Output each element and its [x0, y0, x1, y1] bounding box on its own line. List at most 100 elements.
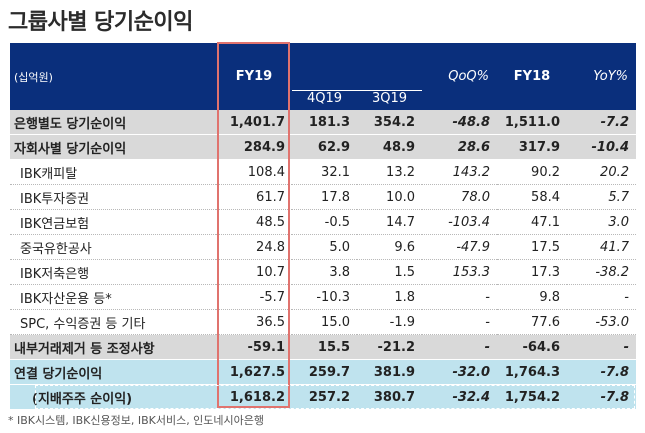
- cell-fy19: 1,627.5: [216, 359, 292, 385]
- cell-3q19: 9.6: [357, 234, 422, 260]
- cell-qoq: -: [422, 284, 497, 310]
- cell-fy19: 108.4: [216, 159, 292, 185]
- cell-4q19: 62.9: [292, 134, 357, 160]
- table-row: IBK연금보험 48.5 -0.5 14.7 -103.4 47.1 3.0: [10, 209, 636, 235]
- cell-fy19: -5.7: [216, 284, 292, 310]
- cell-fy18: 77.6: [497, 309, 567, 335]
- cell-fy18: 17.5: [497, 234, 567, 260]
- cell-yoy: 20.2: [567, 159, 636, 185]
- table-row: 중국유한공사 24.8 5.0 9.6 -47.9 17.5 41.7: [10, 234, 636, 260]
- cell-yoy: -: [567, 334, 636, 360]
- header-4q19: 4Q19: [292, 90, 357, 110]
- cell-yoy: -7.2: [567, 110, 636, 135]
- cell-3q19: 13.2: [357, 159, 422, 185]
- cell-4q19: 17.8: [292, 184, 357, 210]
- cell-fy18: 1,754.2: [497, 384, 567, 410]
- cell-fy19: 48.5: [216, 209, 292, 235]
- cell-4q19: 257.2: [292, 384, 357, 410]
- cell-fy19: -59.1: [216, 334, 292, 360]
- cell-4q19: 15.0: [292, 309, 357, 335]
- cell-qoq: 153.3: [422, 259, 497, 285]
- cell-3q19: 354.2: [357, 110, 422, 135]
- cell-yoy: 41.7: [567, 234, 636, 260]
- cell-fy18: -64.6: [497, 334, 567, 360]
- row-label: IBK자산운용 등*: [10, 284, 216, 310]
- table-row: SPC, 수익증권 등 기타 36.5 15.0 -1.9 - 77.6 -53…: [10, 309, 636, 335]
- header-yoy: YoY%: [567, 43, 636, 110]
- table-subheader-row: 4Q19 3Q19: [10, 90, 636, 110]
- cell-4q19: 259.7: [292, 359, 357, 385]
- cell-yoy: -: [567, 284, 636, 310]
- cell-fy19: 24.8: [216, 234, 292, 260]
- cell-qoq: -32.0: [422, 359, 497, 385]
- table-row: IBK저축은행 10.7 3.8 1.5 153.3 17.3 -38.2: [10, 259, 636, 285]
- table-row: 내부거래제거 등 조정사항 -59.1 15.5 -21.2 - -64.6 -: [10, 334, 636, 360]
- cell-fy18: 1,511.0: [497, 110, 567, 135]
- cell-yoy: -38.2: [567, 259, 636, 285]
- quarter-group-header: [292, 43, 422, 91]
- earnings-table: (십억원) FY19 QoQ% FY18 YoY% 4Q19 3Q19 은행별도…: [10, 43, 636, 410]
- table-row: IBK투자증권 61.7 17.8 10.0 78.0 58.4 5.7: [10, 184, 636, 210]
- cell-4q19: 15.5: [292, 334, 357, 360]
- cell-fy18: 17.3: [497, 259, 567, 285]
- cell-3q19: 48.9: [357, 134, 422, 160]
- cell-4q19: -10.3: [292, 284, 357, 310]
- cell-yoy: -7.8: [567, 384, 636, 410]
- cell-qoq: 78.0: [422, 184, 497, 210]
- cell-3q19: 1.8: [357, 284, 422, 310]
- cell-4q19: -0.5: [292, 209, 357, 235]
- cell-fy18: 47.1: [497, 209, 567, 235]
- cell-4q19: 32.1: [292, 159, 357, 185]
- header-fy18: FY18: [497, 43, 567, 110]
- cell-fy18: 90.2: [497, 159, 567, 185]
- cell-yoy: 5.7: [567, 184, 636, 210]
- footnote: * IBK시스템, IBK신용정보, IBK서비스, 인도네시아은행: [8, 414, 265, 427]
- cell-3q19: -21.2: [357, 334, 422, 360]
- cell-yoy: 3.0: [567, 209, 636, 235]
- table-row: 자회사별 당기순이익 284.9 62.9 48.9 28.6 317.9 -1…: [10, 134, 636, 160]
- row-label: IBK투자증권: [10, 184, 216, 210]
- table-row: IBK캐피탈 108.4 32.1 13.2 143.2 90.2 20.2: [10, 159, 636, 185]
- cell-fy19: 61.7: [216, 184, 292, 210]
- row-label: 내부거래제거 등 조정사항: [10, 334, 216, 360]
- header-3q19: 3Q19: [357, 90, 422, 110]
- cell-fy18: 9.8: [497, 284, 567, 310]
- row-label: IBK저축은행: [10, 259, 216, 285]
- cell-3q19: 380.7: [357, 384, 422, 410]
- header-qoq: QoQ%: [422, 43, 497, 110]
- cell-fy18: 1,764.3: [497, 359, 567, 385]
- row-label: IBK연금보험: [10, 209, 216, 235]
- table-header-row: (십억원) FY19 QoQ% FY18 YoY%: [10, 43, 636, 110]
- cell-fy18: 317.9: [497, 134, 567, 160]
- cell-3q19: 14.7: [357, 209, 422, 235]
- cell-yoy: -53.0: [567, 309, 636, 335]
- cell-qoq: -32.4: [422, 384, 497, 410]
- header-fy19: FY19: [216, 43, 292, 110]
- table-row: (지배주주 순이익) 1,618.2 257.2 380.7 -32.4 1,7…: [10, 384, 636, 410]
- cell-4q19: 181.3: [292, 110, 357, 135]
- cell-qoq: -: [422, 309, 497, 335]
- cell-4q19: 3.8: [292, 259, 357, 285]
- cell-4q19: 5.0: [292, 234, 357, 260]
- table-row: 은행별도 당기순이익 1,401.7 181.3 354.2 -48.8 1,5…: [10, 110, 636, 135]
- cell-qoq: 143.2: [422, 159, 497, 185]
- cell-fy19: 36.5: [216, 309, 292, 335]
- unit-label: (십억원): [10, 43, 216, 110]
- cell-fy19: 284.9: [216, 134, 292, 160]
- cell-3q19: 1.5: [357, 259, 422, 285]
- cell-qoq: -48.8: [422, 110, 497, 135]
- cell-3q19: 10.0: [357, 184, 422, 210]
- page-title: 그룹사별 당기순이익: [8, 10, 193, 35]
- cell-3q19: 381.9: [357, 359, 422, 385]
- cell-3q19: -1.9: [357, 309, 422, 335]
- cell-fy19: 1,618.2: [216, 384, 292, 410]
- cell-fy18: 58.4: [497, 184, 567, 210]
- cell-qoq: -103.4: [422, 209, 497, 235]
- cell-qoq: -: [422, 334, 497, 360]
- row-label: 자회사별 당기순이익: [10, 134, 216, 160]
- cell-qoq: 28.6: [422, 134, 497, 160]
- table-row: IBK자산운용 등* -5.7 -10.3 1.8 - 9.8 -: [10, 284, 636, 310]
- cell-fy19: 1,401.7: [216, 110, 292, 135]
- row-label: 연결 당기순이익: [10, 359, 216, 385]
- cell-yoy: -10.4: [567, 134, 636, 160]
